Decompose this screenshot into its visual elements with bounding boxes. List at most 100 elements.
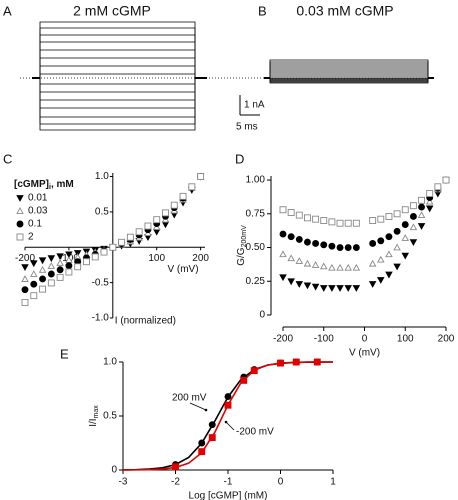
fit-curve — [122, 361, 333, 471]
point — [279, 230, 287, 238]
x-tick-label: 100 — [148, 253, 165, 264]
point — [38, 265, 47, 273]
point — [304, 238, 311, 246]
panel-label: A — [3, 3, 12, 18]
point — [188, 183, 196, 191]
point — [153, 216, 161, 224]
point — [401, 252, 410, 260]
point — [38, 257, 47, 265]
point — [287, 254, 295, 262]
y-axis-label-sub: 200mV — [241, 225, 248, 248]
point — [224, 393, 232, 401]
point — [336, 219, 344, 227]
point — [344, 219, 352, 227]
point — [311, 261, 320, 268]
current-trace — [32, 77, 207, 85]
point — [377, 215, 385, 223]
y-tick-label: 1.00 — [246, 175, 266, 186]
point — [30, 260, 38, 268]
point — [65, 262, 73, 270]
point — [198, 448, 206, 456]
point — [442, 176, 450, 184]
point — [393, 227, 401, 235]
point — [287, 233, 295, 241]
point — [250, 367, 258, 375]
point — [30, 280, 38, 288]
point — [73, 250, 82, 257]
point — [295, 257, 304, 264]
y-axis-label-main: G/G — [236, 247, 247, 266]
y-tick-label: 0 — [111, 465, 117, 476]
point — [279, 206, 287, 214]
point — [179, 192, 187, 200]
legend-marker — [16, 195, 24, 202]
point — [312, 240, 320, 247]
annotation-arrowhead — [204, 408, 208, 412]
current-trace — [32, 77, 207, 93]
point — [409, 213, 417, 220]
point — [295, 281, 304, 288]
point — [47, 270, 55, 278]
point — [47, 255, 56, 263]
point — [336, 263, 344, 271]
y-tick-label: 0.50 — [246, 242, 266, 253]
point — [277, 359, 284, 367]
current-trace — [32, 77, 207, 131]
point — [352, 263, 361, 271]
annotation: 200 mV — [172, 393, 207, 404]
legend-title: [cGMP]i, mM — [14, 179, 74, 191]
point — [425, 197, 434, 205]
point — [109, 243, 117, 251]
point — [208, 421, 216, 429]
annotation-arrowhead — [224, 420, 228, 424]
x-tick-label: 100 — [397, 334, 414, 345]
point — [417, 223, 426, 230]
point — [409, 223, 418, 231]
current-trace — [32, 27, 207, 79]
current-trace — [32, 57, 207, 79]
current-trace — [32, 34, 207, 79]
point — [303, 282, 312, 290]
point — [319, 262, 328, 270]
point — [352, 219, 360, 227]
point — [409, 239, 418, 247]
legend-label: 2 — [28, 232, 34, 243]
y-tick-label: 1.0 — [95, 171, 109, 182]
point — [21, 275, 29, 282]
x-tick-label: -2 — [171, 477, 180, 488]
point — [279, 250, 287, 258]
current-trace — [32, 65, 207, 79]
point — [393, 243, 401, 251]
x-tick-label: 0 — [278, 477, 284, 488]
point — [320, 241, 328, 249]
point — [126, 233, 134, 241]
point — [56, 259, 64, 266]
current-trace — [32, 77, 207, 101]
panel-label: E — [60, 346, 69, 361]
y-axis-label-sub: max — [93, 405, 100, 419]
x-tick-label: -200 — [273, 334, 293, 345]
point — [65, 268, 73, 276]
point — [377, 277, 385, 284]
point — [434, 183, 442, 191]
point — [401, 206, 409, 214]
point — [385, 271, 393, 279]
y-tick-label: -0.5 — [92, 277, 110, 288]
point — [385, 213, 393, 220]
point — [198, 439, 206, 447]
point — [369, 217, 377, 224]
point — [135, 228, 143, 236]
x-tick-label: 0 — [362, 334, 368, 345]
legend-label: 0.01 — [28, 193, 48, 204]
point — [91, 253, 99, 261]
point — [328, 242, 336, 250]
panel-label: C — [3, 151, 12, 166]
scale-bar-time-label: 5 ms — [236, 122, 258, 133]
point — [295, 211, 303, 219]
y-tick-label: 0 — [259, 310, 265, 321]
point — [344, 244, 352, 251]
y-axis-label: I/Imax — [88, 405, 100, 427]
x-tick-label: 1 — [330, 477, 336, 488]
point — [21, 264, 29, 271]
current-trace — [264, 77, 434, 82]
